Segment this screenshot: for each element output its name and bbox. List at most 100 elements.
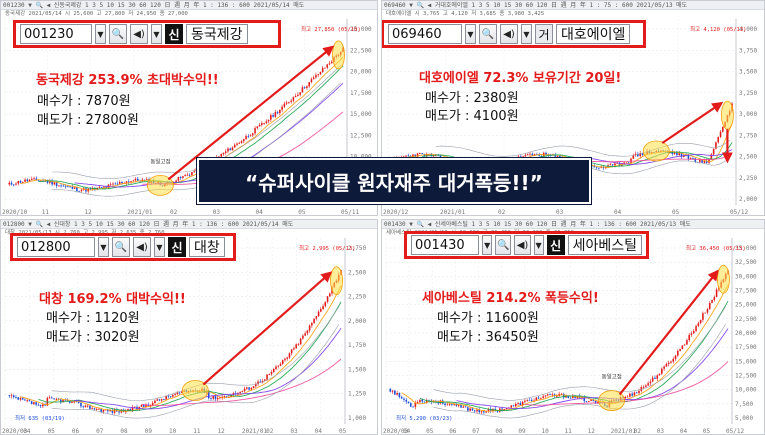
candle-body: [121, 182, 123, 184]
candle-body: [565, 396, 567, 398]
candle-body: [645, 385, 647, 387]
stock-code-input[interactable]: 012800: [17, 237, 95, 257]
candle-body: [602, 167, 605, 169]
candle-body: [667, 362, 670, 365]
candle-body: [163, 399, 165, 400]
candle-body: [528, 399, 531, 401]
candle-body: [522, 156, 524, 159]
search-button[interactable]: 🔍: [112, 237, 130, 257]
candle-body: [272, 369, 275, 373]
candle-body: [160, 399, 163, 401]
chart-panel-3: 012800 ▼ 🔍 ◀ 신대창 1 3 5 10 15 30 60 120 日…: [0, 219, 378, 435]
candle-body: [510, 405, 513, 408]
high-price-label: 최고 36,450 (05/13): [686, 244, 746, 252]
candle-body: [37, 180, 40, 182]
chart-toolbar-strip: 001430 ▼ 🔍 ◀ 신세아베스틸 1 3 5 10 15 30 60 12…: [382, 220, 764, 229]
y-tick-label: 2,250: [739, 175, 757, 182]
candle-body: [284, 358, 286, 361]
price-chart[interactable]: 35,000 32,500 30,000 27,500 25,000 22,500 20,0…: [382, 220, 765, 435]
candle-body: [556, 395, 558, 397]
candle-body: [276, 112, 279, 114]
candle-body: [676, 350, 679, 356]
candle-body: [708, 302, 711, 310]
stock-name-field[interactable]: 대호에이엘: [556, 24, 631, 44]
candle-body: [626, 396, 629, 398]
candle-body: [681, 345, 684, 349]
speaker-dropdown-button[interactable]: ▼: [521, 24, 532, 44]
candle-body: [304, 333, 306, 336]
candle-body: [55, 398, 58, 400]
candle-body: [218, 156, 220, 158]
chevron-down-icon: ▼: [523, 29, 530, 39]
code-dropdown-button[interactable]: ▼: [482, 235, 493, 255]
candle-body: [229, 148, 232, 151]
price-chart[interactable]: 2,750 2,500 2,250 2,000 1,750 1,500 1,250 1,000…: [1, 220, 378, 435]
search-button[interactable]: 🔍: [495, 235, 512, 255]
search-button[interactable]: 🔍: [109, 24, 127, 44]
candle-body: [614, 163, 616, 166]
sell-price: 매도가 : 36450원: [437, 330, 539, 345]
x-tick-label: 04: [403, 428, 411, 435]
candle-body: [308, 325, 311, 331]
sell-point-marker: [717, 264, 730, 294]
candle-body: [538, 154, 540, 156]
speaker-button[interactable]: ◀): [514, 235, 531, 255]
candle-body: [306, 330, 309, 334]
speaker-button[interactable]: ◀): [500, 24, 518, 44]
candle-body: [224, 151, 227, 153]
candle-body: [410, 403, 412, 407]
candle-body: [49, 181, 51, 183]
candle-body: [30, 401, 33, 405]
candle-body: [274, 112, 277, 117]
stock-code-input[interactable]: 069460: [388, 24, 462, 44]
code-dropdown-button[interactable]: ▼: [98, 237, 109, 257]
candle-body: [554, 154, 557, 157]
stock-search-box: 069460 ▼ 🔍 ◀) ▼ 거 대호에이엘: [382, 20, 646, 48]
stock-name-field[interactable]: 세아베스틸: [567, 235, 643, 255]
candle-body: [297, 344, 300, 346]
candle-body: [100, 187, 103, 189]
speaker-button[interactable]: ◀): [130, 24, 148, 44]
code-dropdown-button[interactable]: ▼: [465, 24, 476, 44]
stock-code-input[interactable]: 001430: [411, 235, 480, 255]
candle-body: [686, 340, 688, 345]
candle-body: [270, 115, 272, 120]
search-button[interactable]: 🔍: [479, 24, 497, 44]
candle-body: [651, 377, 654, 382]
x-tick-label: 05: [672, 209, 680, 216]
candle-body: [257, 381, 259, 385]
price-chart[interactable]: 4,000 3,750 3,500 3,250 3,000 2,750 2,500 2,250…: [382, 1, 765, 216]
stock-search-box: 001230 ▼ 🔍 ◀) ▼ 신 동국제강: [13, 20, 281, 48]
candle-body: [425, 153, 428, 157]
y-tick-label: 1,000: [348, 415, 366, 422]
candle-body: [80, 402, 82, 407]
sell-point-marker: [332, 40, 345, 70]
candle-body: [295, 344, 297, 349]
stock-code-input[interactable]: 001230: [20, 24, 92, 44]
x-tick-label: 12: [588, 428, 596, 435]
candle-body: [706, 309, 709, 313]
candle-body: [692, 330, 695, 334]
candle-body: [140, 404, 143, 407]
candle-body: [483, 411, 485, 413]
stock-name-field[interactable]: 동국제강: [186, 24, 248, 44]
candle-body: [562, 393, 565, 398]
candle-body: [526, 399, 528, 401]
candle-body: [175, 180, 177, 183]
candle-body: [268, 374, 271, 376]
candle-body: [559, 155, 561, 158]
buy-price: 매수가 : 11600원: [437, 311, 539, 326]
candle-body: [107, 409, 109, 412]
candle-body: [713, 297, 716, 300]
candle-body: [708, 159, 710, 163]
code-dropdown-button[interactable]: ▼: [95, 24, 106, 44]
candle-body: [219, 397, 221, 399]
speaker-button[interactable]: ◀): [133, 237, 151, 257]
speaker-dropdown-button[interactable]: ▼: [533, 235, 544, 255]
candle-body: [624, 396, 627, 399]
candle-body: [255, 384, 257, 387]
speaker-dropdown-button[interactable]: ▼: [151, 24, 162, 44]
stock-name-field[interactable]: 대창: [189, 237, 225, 257]
y-tick-label: 2,750: [739, 132, 757, 139]
speaker-dropdown-button[interactable]: ▼: [154, 237, 165, 257]
